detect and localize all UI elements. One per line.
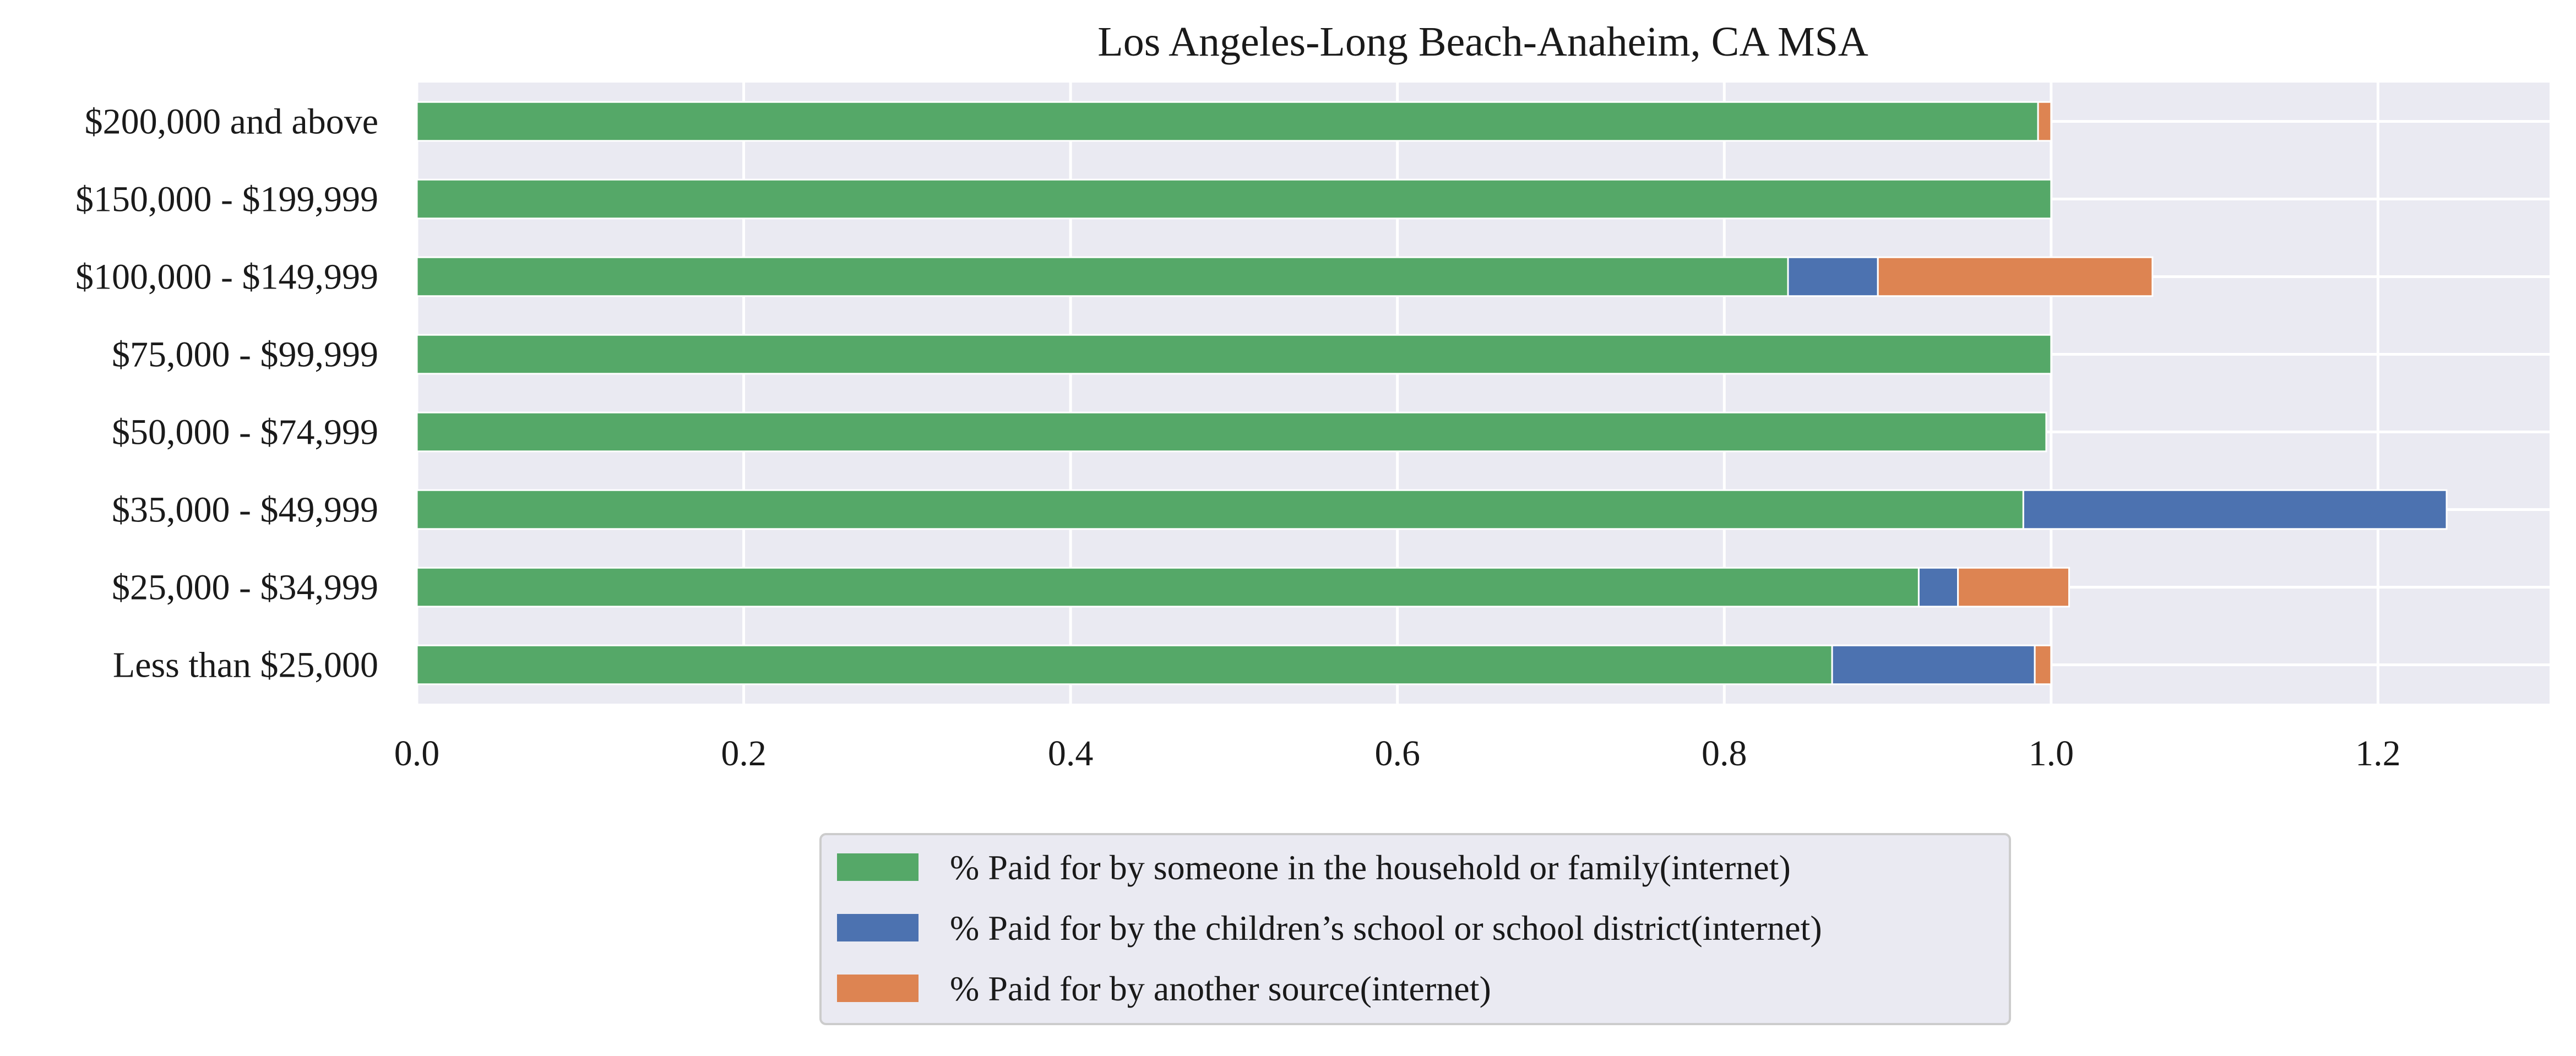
bar-5-series-2 — [1877, 256, 2154, 297]
bar-1-series-1 — [1917, 567, 1959, 608]
x-tick-label-0: 0.0 — [394, 733, 440, 774]
y-tick-label-1: $25,000 - $34,999 — [112, 568, 378, 608]
legend-label-2: % Paid for by another source(internet) — [950, 969, 1491, 1008]
y-tick-label-3: $50,000 - $74,999 — [112, 412, 378, 453]
bar-4-series-0 — [416, 334, 2052, 375]
x-tick-label-3: 0.6 — [1374, 733, 1420, 774]
bar-0-series-0 — [416, 644, 1833, 685]
legend: % Paid for by someone in the household o… — [819, 833, 2011, 1025]
x-tick-label-2: 0.4 — [1048, 733, 1094, 774]
y-tick-label-6: $150,000 - $199,999 — [75, 179, 378, 220]
bar-3-series-0 — [416, 411, 2047, 453]
y-tick-labels: Less than $25,000 $25,000 - $34,999 $35,00… — [75, 102, 378, 685]
legend-label-1: % Paid for by the children’s school or s… — [950, 908, 1822, 948]
y-tick-label-2: $35,000 - $49,999 — [112, 490, 378, 530]
bar-7-series-2 — [2037, 101, 2052, 142]
y-tick-label-5: $100,000 - $149,999 — [75, 257, 378, 297]
x-tick-label-6: 1.2 — [2355, 733, 2401, 774]
x-tick-label-1: 0.2 — [721, 733, 767, 774]
bar-6-series-0 — [416, 178, 2052, 220]
x-tick-label-5: 1.0 — [2029, 733, 2074, 774]
bar-5-series-1 — [1787, 256, 1879, 297]
legend-swatch-2 — [837, 975, 919, 1002]
legend-swatch-0 — [837, 853, 919, 881]
bar-7-series-0 — [416, 101, 2039, 142]
bar-2-series-0 — [416, 489, 2024, 530]
plot-area — [417, 83, 2550, 704]
bar-0-series-1 — [1831, 644, 2036, 685]
bar-2-series-1 — [2022, 489, 2448, 530]
bar-1-series-0 — [416, 567, 1920, 608]
y-tick-label-0: Less than $25,000 — [113, 645, 378, 685]
bar-0-series-2 — [2034, 644, 2052, 685]
bar-5-series-0 — [416, 256, 1789, 297]
x-tick-labels: 0.0 0.2 0.4 0.6 0.8 1.0 1.2 — [394, 733, 2401, 774]
legend-box — [819, 833, 2011, 1025]
bar-1-series-2 — [1957, 567, 2070, 608]
y-tick-label-7: $200,000 and above — [85, 102, 378, 142]
legend-swatch-1 — [837, 914, 919, 941]
bars — [416, 101, 2448, 685]
x-tick-label-4: 0.8 — [1702, 733, 1747, 774]
chart-title: Los Angeles-Long Beach-Anaheim, CA MSA — [1097, 19, 1868, 65]
y-tick-label-4: $75,000 - $99,999 — [112, 335, 378, 375]
legend-label-0: % Paid for by someone in the household o… — [950, 848, 1791, 887]
